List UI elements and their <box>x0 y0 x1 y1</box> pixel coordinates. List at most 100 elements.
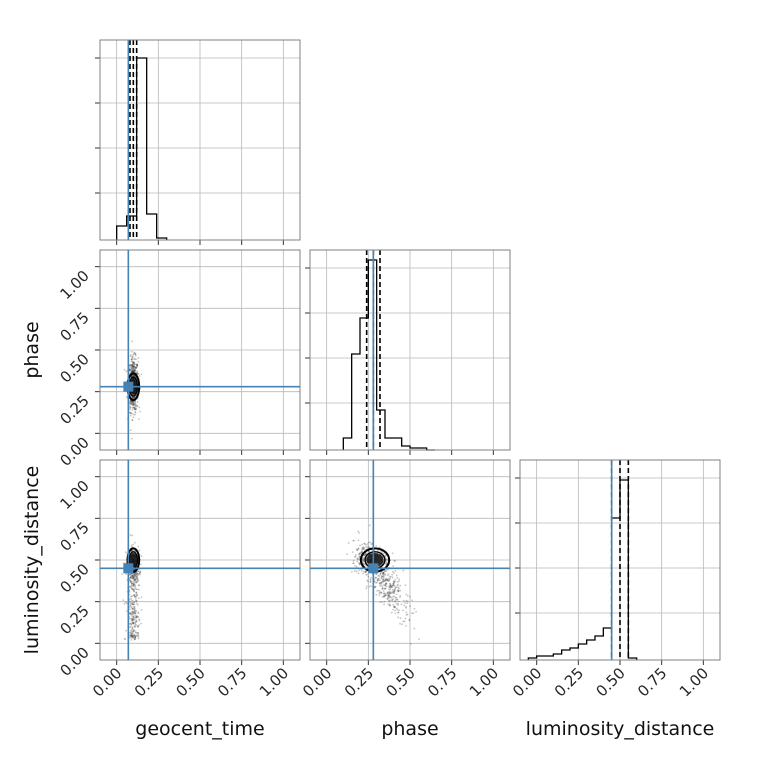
y-tick-label: 0.00 <box>56 643 92 679</box>
scatter-point <box>404 602 407 604</box>
scatter-point <box>376 589 379 592</box>
scatter-point <box>131 576 134 578</box>
scatter-point <box>391 570 394 573</box>
scatter-point <box>130 636 133 639</box>
scatter-point <box>134 620 137 623</box>
scatter-point <box>381 580 384 583</box>
scatter-point <box>375 573 378 576</box>
scatter-point <box>418 638 420 641</box>
scatter-point <box>363 557 365 560</box>
scatter-point <box>382 590 385 592</box>
scatter-point <box>132 370 135 373</box>
scatter-point <box>131 367 134 370</box>
panel-frame <box>519 459 721 661</box>
scatter-point <box>135 616 138 618</box>
scatter-point <box>131 403 134 406</box>
scatter-point <box>132 634 135 637</box>
scatter-point <box>135 610 137 613</box>
scatter-point <box>132 630 135 633</box>
scatter-point <box>132 396 135 399</box>
injection-marker <box>368 563 379 574</box>
scatter-point <box>130 597 132 600</box>
scatter-point <box>129 368 131 371</box>
scatter-point <box>393 572 395 575</box>
scatter-point <box>139 563 142 565</box>
scatter-point <box>130 630 133 633</box>
scatter-point <box>406 600 409 603</box>
scatter-point <box>133 366 136 369</box>
scatter-point <box>133 588 135 591</box>
scatter-point <box>130 400 133 403</box>
scatter-point <box>386 559 389 561</box>
scatter-point <box>137 357 140 359</box>
scatter-point <box>132 576 134 579</box>
scatter-point <box>130 602 133 605</box>
scatter-point <box>131 364 133 366</box>
scatter-point <box>132 583 135 586</box>
scatter-point <box>388 578 391 581</box>
scatter-point <box>386 598 389 600</box>
scatter-point <box>352 559 355 562</box>
scatter-point <box>129 402 132 404</box>
scatter-point <box>130 587 133 590</box>
scatter-point <box>133 618 136 621</box>
scatter-point <box>364 571 367 574</box>
scatter-point <box>384 570 386 573</box>
scatter-point <box>131 406 134 409</box>
scatter-point <box>131 365 134 368</box>
scatter-point <box>134 581 136 583</box>
scatter-point <box>356 549 359 552</box>
scatter-point <box>130 358 133 361</box>
scatter-point <box>131 370 134 373</box>
scatter-point <box>378 575 381 577</box>
scatter-point <box>135 595 138 598</box>
scatter-point <box>136 404 138 407</box>
scatter-point <box>388 599 390 602</box>
scatter-point <box>391 586 393 589</box>
scatter-point <box>383 575 385 577</box>
panel-frame <box>99 249 301 451</box>
scatter-point <box>133 572 136 575</box>
scatter-point <box>358 561 360 564</box>
scatter-point <box>130 614 133 617</box>
scatter-point <box>131 574 134 577</box>
scatter-point <box>128 612 131 615</box>
scatter-point <box>132 631 134 634</box>
scatter-point <box>134 572 137 575</box>
scatter-point <box>132 612 135 614</box>
scatter-point <box>136 594 139 596</box>
scatter-point <box>398 578 401 581</box>
scatter-point <box>137 611 140 614</box>
scatter-point <box>128 405 131 408</box>
scatter-point <box>139 410 142 413</box>
scatter-point <box>129 573 132 575</box>
scatter-point <box>133 358 136 360</box>
scatter-point <box>135 358 138 361</box>
scatter-point <box>357 547 360 550</box>
scatter-point <box>133 594 135 596</box>
scatter-point <box>385 578 388 581</box>
scatter-point <box>383 579 385 582</box>
scatter-point <box>364 552 367 555</box>
scatter-point <box>405 611 408 614</box>
scatter-point <box>129 585 131 588</box>
scatter-point <box>413 607 416 610</box>
scatter-point <box>355 548 358 551</box>
scatter-point <box>135 572 138 575</box>
scatter-point <box>383 600 386 603</box>
scatter-point <box>406 594 409 597</box>
scatter-point <box>134 623 137 626</box>
scatter-point <box>366 543 369 545</box>
scatter-point <box>133 401 136 404</box>
scatter-point <box>381 601 383 604</box>
scatter-point <box>136 364 138 367</box>
scatter-point <box>131 534 134 537</box>
scatter-point <box>369 579 372 581</box>
scatter-point <box>132 362 135 365</box>
scatter-point <box>131 364 134 367</box>
scatter-point <box>135 635 137 637</box>
scatter-point <box>397 611 400 614</box>
scatter-point <box>130 576 132 579</box>
scatter-point <box>131 634 134 637</box>
